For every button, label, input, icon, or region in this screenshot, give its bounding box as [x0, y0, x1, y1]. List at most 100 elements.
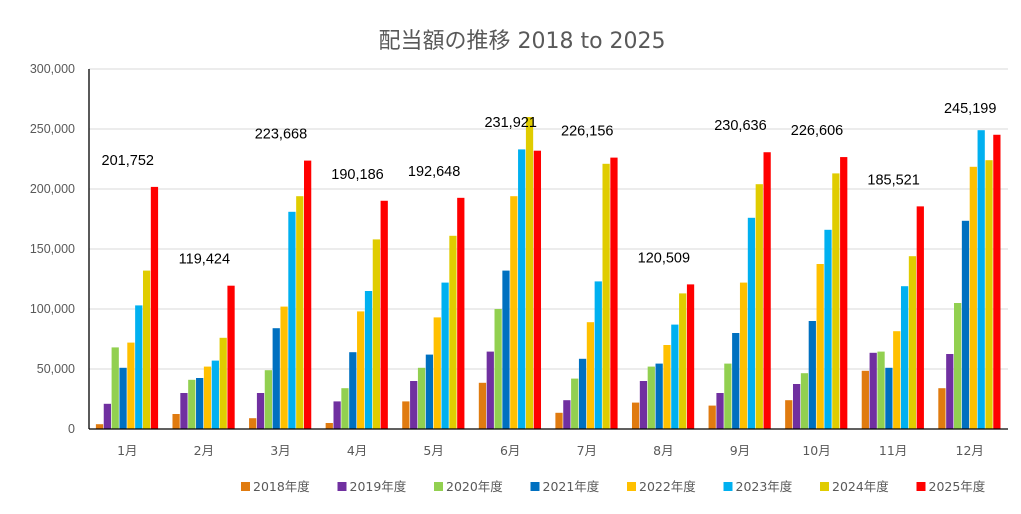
bar: [993, 134, 1001, 429]
bar: [211, 360, 219, 429]
legend-item: 2024年度: [820, 479, 889, 494]
y-tick-label: 300,000: [30, 62, 75, 76]
axes: [88, 69, 1008, 430]
bar: [663, 345, 671, 429]
legend-item: 2019年度: [337, 479, 407, 494]
bar: [288, 211, 296, 429]
bar: [800, 373, 809, 429]
legend-swatch: [916, 482, 926, 491]
bar: [840, 157, 848, 429]
bar: [946, 354, 954, 429]
bar: [877, 351, 885, 429]
x-tick-label: 7月: [577, 443, 597, 458]
legend-label: 2019年度: [350, 479, 407, 494]
legend-item: 2020年度: [434, 479, 503, 494]
bar: [969, 166, 977, 430]
x-tick-label: 9月: [730, 443, 750, 458]
bar: [188, 379, 196, 429]
legend-label: 2023年度: [736, 479, 793, 494]
legend-item: 2023年度: [723, 479, 793, 494]
bar: [954, 303, 962, 429]
series-2020年度: [111, 303, 962, 429]
bar: [792, 384, 801, 429]
bar: [341, 388, 349, 429]
bar: [938, 388, 946, 429]
legend-swatch: [723, 482, 733, 491]
bar: [196, 378, 204, 429]
bar: [325, 423, 333, 429]
bar: [494, 309, 502, 429]
bar: [357, 311, 365, 429]
legend-item: 2022年度: [627, 479, 696, 494]
x-tick-label: 11月: [879, 443, 907, 458]
legend-swatch: [627, 482, 636, 491]
legend-item: 2025年度: [916, 479, 986, 494]
bar: [486, 351, 494, 429]
bar: [563, 400, 571, 429]
bar: [172, 414, 180, 429]
bar: [716, 393, 724, 429]
bar: [402, 401, 410, 429]
bar: [908, 256, 917, 429]
bar: [808, 321, 816, 429]
legend-swatch: [337, 482, 347, 491]
bar: [586, 322, 595, 429]
bar: [816, 264, 824, 429]
bar: [227, 285, 235, 429]
bar: [916, 206, 924, 429]
bar: [679, 293, 687, 429]
bar: [647, 366, 655, 429]
bar: [510, 196, 518, 429]
bar: [631, 402, 640, 429]
data-label: 223,668: [255, 127, 307, 143]
legend-swatch: [241, 482, 250, 491]
bar: [594, 281, 602, 429]
bar: [869, 352, 877, 429]
bar: [103, 403, 111, 429]
y-tick-label: 100,000: [30, 302, 75, 316]
bar: [747, 217, 756, 429]
y-tick-label: 50,000: [37, 362, 75, 376]
bar: [724, 363, 732, 429]
bar: [824, 229, 832, 429]
bar: [977, 130, 985, 429]
data-label: 192,648: [408, 164, 460, 180]
bar: [610, 157, 618, 429]
bar: [861, 370, 869, 429]
bar: [708, 405, 716, 429]
series-2018年度: [95, 370, 946, 429]
bar: [457, 197, 465, 429]
legend-label: 2024年度: [832, 479, 889, 494]
bar: [264, 370, 273, 429]
bar: [639, 381, 648, 429]
x-tick-label: 10月: [802, 443, 830, 458]
legend-label: 2020年度: [446, 479, 503, 494]
series-2025年度: [150, 134, 1001, 430]
y-tick-label: 200,000: [30, 182, 75, 196]
bars: [95, 117, 1001, 430]
data-label: 231,921: [484, 115, 536, 131]
bar: [380, 200, 388, 429]
bar: [304, 160, 312, 430]
bar: [686, 284, 695, 429]
x-tick-label: 5月: [423, 443, 443, 458]
bar: [95, 424, 104, 429]
data-labels: 201,752 119,424 223,668 190,186 192,648 231,9…: [102, 101, 997, 268]
legend: 2018年度 2019年度 2020年度 2021年度 2022年度 2023年度 2024…: [241, 479, 986, 494]
data-label: 226,156: [561, 124, 613, 140]
bar: [180, 393, 188, 429]
bar: [372, 239, 380, 429]
bar: [280, 306, 288, 429]
legend-label: 2025年度: [929, 479, 986, 494]
bar: [763, 152, 771, 429]
bar: [111, 347, 119, 429]
bar: [885, 367, 893, 429]
bar: [961, 220, 970, 429]
x-tick-label: 6月: [500, 443, 520, 458]
x-tick-label: 12月: [956, 443, 984, 458]
series-2019年度: [103, 351, 954, 429]
bar: [119, 367, 127, 429]
bar: [441, 282, 449, 429]
data-label: 119,424: [179, 252, 230, 268]
